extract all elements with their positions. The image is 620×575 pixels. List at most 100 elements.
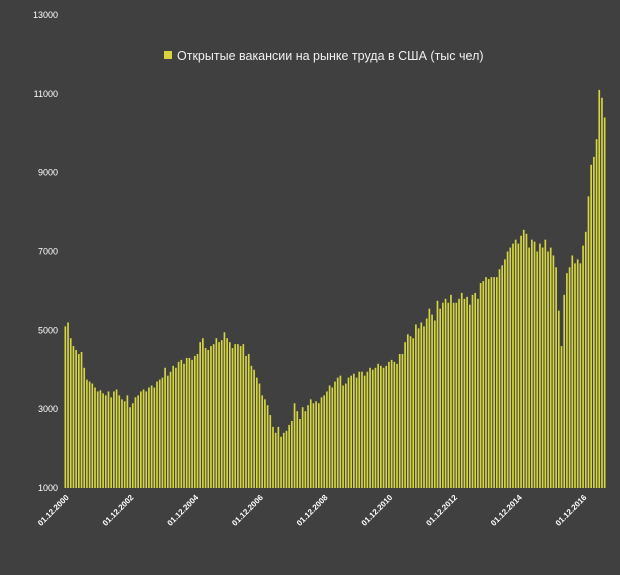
bar xyxy=(547,251,549,488)
bars xyxy=(64,89,606,489)
bar xyxy=(145,391,148,488)
bar xyxy=(493,277,495,488)
bar xyxy=(406,334,409,488)
bar xyxy=(487,279,490,488)
bar xyxy=(520,235,522,488)
bar xyxy=(452,302,455,488)
bar xyxy=(258,383,261,488)
bar xyxy=(509,247,512,488)
bar xyxy=(304,411,307,488)
bar xyxy=(164,367,166,488)
bar xyxy=(525,233,528,488)
bar xyxy=(150,385,153,488)
bar xyxy=(563,294,566,488)
bar xyxy=(326,391,328,488)
bar xyxy=(110,397,113,488)
bar xyxy=(255,377,258,488)
bar xyxy=(544,239,547,488)
bar xyxy=(183,363,185,488)
bar xyxy=(531,239,533,488)
bar xyxy=(336,377,339,488)
bar xyxy=(242,344,245,488)
bar xyxy=(323,395,326,488)
bar xyxy=(350,375,353,488)
bar xyxy=(380,365,382,488)
bar xyxy=(401,353,404,488)
bar xyxy=(528,247,530,488)
bar xyxy=(466,296,468,488)
bar xyxy=(447,302,450,488)
bar xyxy=(156,381,158,488)
bar xyxy=(118,395,121,488)
bar xyxy=(137,395,139,488)
bar xyxy=(291,420,293,488)
bar xyxy=(86,379,88,488)
bar xyxy=(485,277,487,488)
bar xyxy=(361,371,363,488)
bar xyxy=(598,89,601,488)
bar xyxy=(363,375,366,488)
legend: Открытые вакансии на рынке труда в США (… xyxy=(164,49,484,63)
bar xyxy=(237,344,239,488)
x-tick-label: 01.12.2016 xyxy=(554,493,589,528)
x-tick-label: 01.12.2004 xyxy=(166,493,201,528)
bar xyxy=(285,430,288,488)
bar xyxy=(442,302,444,488)
bar xyxy=(161,377,164,488)
bar xyxy=(193,355,196,488)
bar xyxy=(99,390,102,488)
bar xyxy=(113,391,115,488)
y-tick-label: 11000 xyxy=(34,89,58,99)
bar xyxy=(398,353,401,488)
bar xyxy=(315,401,317,488)
bar xyxy=(266,405,269,488)
bar xyxy=(191,359,193,488)
bar xyxy=(334,381,336,488)
y-tick-label: 5000 xyxy=(38,325,58,335)
bar xyxy=(96,391,99,488)
bar xyxy=(280,436,282,488)
bar xyxy=(83,367,86,488)
bar xyxy=(536,251,539,488)
bar xyxy=(584,231,587,489)
bar xyxy=(482,281,485,488)
bar xyxy=(557,310,560,489)
bar xyxy=(64,326,67,488)
bar xyxy=(166,375,169,488)
bar xyxy=(428,308,431,488)
bar xyxy=(555,267,557,488)
bar xyxy=(522,229,525,488)
bar xyxy=(274,432,277,488)
bar xyxy=(463,298,466,488)
bar xyxy=(512,243,514,488)
bar xyxy=(571,255,574,488)
bar xyxy=(404,342,406,488)
x-axis: 01.12.2000 01.12.2002 01.12.2004 01.12.2006… xyxy=(36,493,620,528)
bar xyxy=(188,357,191,488)
bar xyxy=(377,363,379,488)
bar xyxy=(514,239,517,488)
bar xyxy=(229,342,231,488)
bar xyxy=(560,346,563,488)
bar xyxy=(552,255,555,488)
bar xyxy=(226,338,228,488)
legend-swatch xyxy=(164,51,172,59)
bar xyxy=(231,348,234,488)
bar xyxy=(415,324,417,488)
bar xyxy=(490,277,493,488)
bar xyxy=(91,383,94,488)
bar xyxy=(180,359,183,488)
bar xyxy=(539,243,541,488)
bar xyxy=(579,263,582,488)
bar xyxy=(142,389,145,488)
bar xyxy=(288,424,290,488)
bar xyxy=(129,407,131,488)
bar xyxy=(582,245,584,488)
bar xyxy=(409,336,412,488)
bar xyxy=(390,359,393,488)
bar xyxy=(72,346,75,488)
bar xyxy=(574,263,576,488)
bar xyxy=(549,247,552,488)
bar xyxy=(517,243,520,488)
